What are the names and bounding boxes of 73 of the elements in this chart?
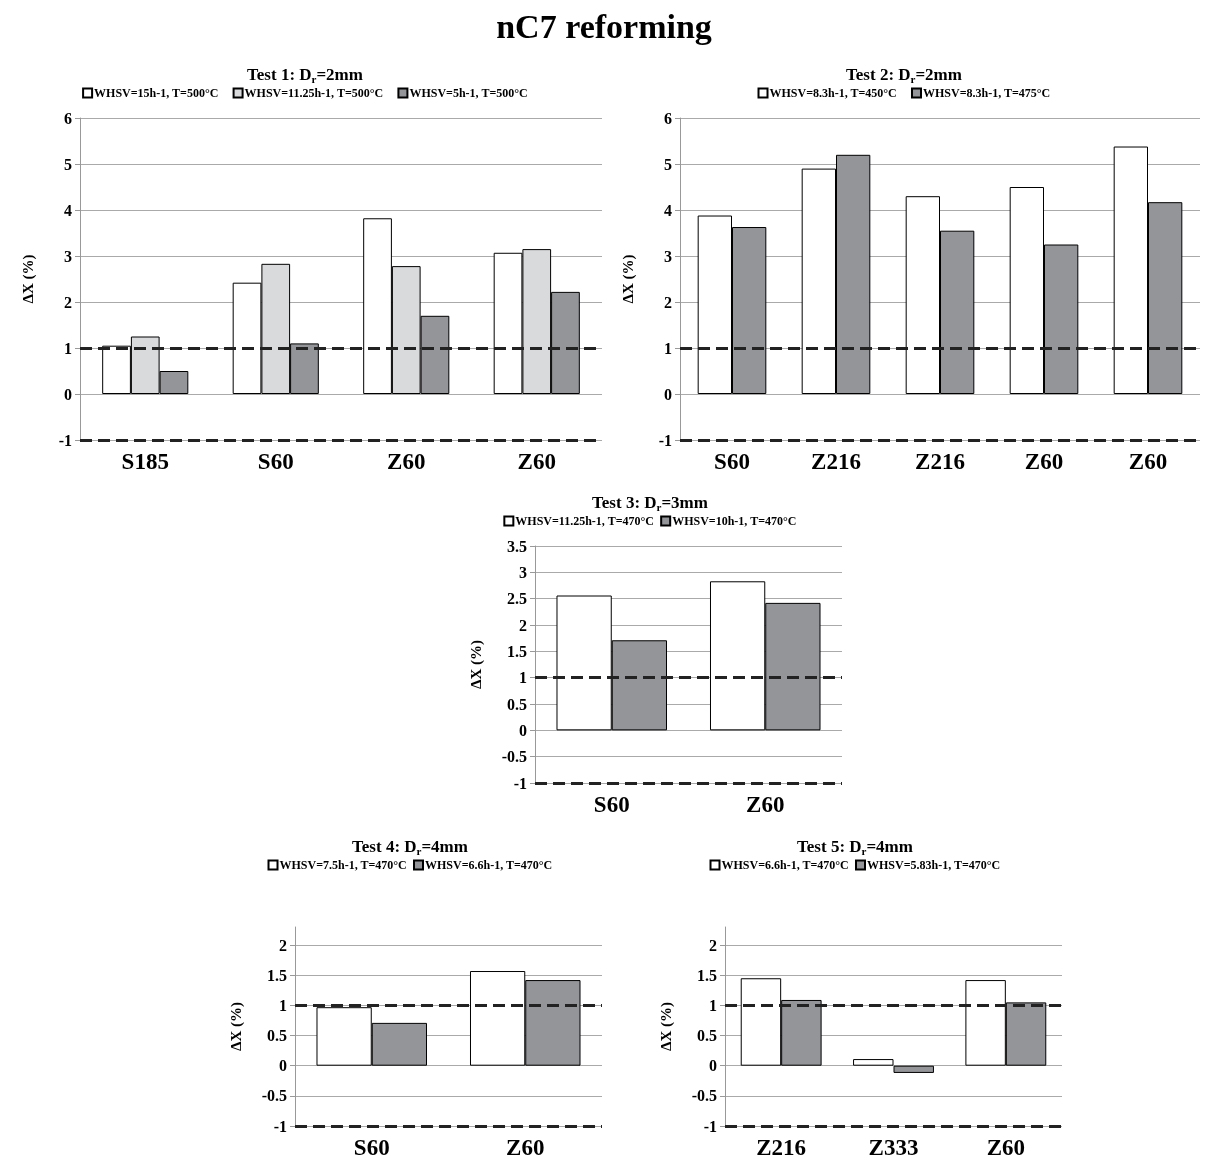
y-tick-label: -0.5 bbox=[501, 748, 527, 766]
y-axis-title: ΔX (%) bbox=[619, 254, 637, 304]
y-tick-label: 0 bbox=[64, 385, 72, 403]
y-tick-label: 6 bbox=[64, 109, 72, 127]
x-tick-label: Z216 bbox=[915, 449, 965, 474]
legend-label: WHSV=8.3h-1, T=450°C bbox=[769, 86, 897, 100]
y-tick-label: -0.5 bbox=[691, 1087, 717, 1105]
legend-label: WHSV=5.83h-1, T=470°C bbox=[867, 858, 1001, 872]
x-tick-label: Z216 bbox=[756, 1135, 807, 1160]
y-tick-label: 0 bbox=[519, 721, 527, 739]
legend-label: WHSV=15h-1, T=500°C bbox=[94, 86, 219, 100]
x-tick-label: S185 bbox=[121, 449, 169, 474]
x-tick-label: Z216 bbox=[811, 449, 861, 474]
y-tick-label: 4 bbox=[64, 201, 72, 219]
x-tick-label: Z60 bbox=[1024, 449, 1064, 474]
legend-label: WHSV=8.3h-1, T=475°C bbox=[923, 86, 1051, 100]
y-tick-label: 2 bbox=[279, 936, 287, 954]
y-tick-label: 1.5 bbox=[507, 642, 527, 660]
y-tick-label: 3.5 bbox=[507, 537, 527, 555]
y-tick-label: 2 bbox=[709, 936, 717, 954]
y-tick-label: 6 bbox=[664, 109, 672, 127]
y-tick-label: 1.5 bbox=[697, 966, 717, 984]
y-tick-label: 2.5 bbox=[507, 590, 527, 608]
y-tick-label: 1 bbox=[519, 669, 527, 687]
legend-label: WHSV=5h-1, T=500°C bbox=[409, 86, 528, 100]
y-tick-label: -1 bbox=[58, 431, 72, 449]
y-tick-label: 1.5 bbox=[267, 966, 287, 984]
y-tick-label: -1 bbox=[703, 1117, 717, 1135]
x-tick-label: Z333 bbox=[868, 1135, 919, 1160]
y-tick-label: 1 bbox=[664, 339, 672, 357]
y-axis-title: ΔX (%) bbox=[19, 254, 37, 304]
x-tick-label: Z60 bbox=[986, 1135, 1026, 1160]
y-tick-label: -1 bbox=[513, 774, 527, 792]
y-tick-label: -1 bbox=[658, 431, 672, 449]
y-tick-label: 4 bbox=[664, 201, 672, 219]
legend-label: WHSV=10h-1, T=470°C bbox=[672, 514, 797, 528]
y-tick-label: 2 bbox=[519, 616, 527, 634]
text: nC7 reforming bbox=[495, 8, 713, 46]
y-tick-label: 3 bbox=[64, 247, 72, 265]
y-tick-label: -1 bbox=[273, 1117, 287, 1135]
legend-label: WHSV=11.25h-1, T=470°C bbox=[515, 514, 654, 528]
legend-label: WHSV=11.25h-1, T=500°C bbox=[244, 86, 384, 100]
y-axis-title: ΔX (%) bbox=[657, 1002, 675, 1051]
x-tick-label: S60 bbox=[353, 1135, 390, 1160]
y-axis-title: ΔX (%) bbox=[467, 640, 485, 689]
y-tick-label: 2 bbox=[664, 293, 672, 311]
x-tick-label: S60 bbox=[257, 449, 294, 474]
x-tick-label: Z60 bbox=[1128, 449, 1168, 474]
y-tick-label: 1 bbox=[64, 339, 72, 357]
y-tick-label: 1 bbox=[709, 996, 717, 1014]
legend-label: WHSV=6.6h-1, T=470°C bbox=[425, 858, 553, 872]
legend-label: WHSV=7.5h-1, T=470°C bbox=[279, 858, 407, 872]
y-tick-label: -0.5 bbox=[261, 1087, 287, 1105]
y-tick-label: 3 bbox=[664, 247, 672, 265]
legend-label: WHSV=6.6h-1, T=470°C bbox=[721, 858, 849, 872]
x-tick-label: S60 bbox=[714, 449, 750, 474]
x-tick-label: Z60 bbox=[746, 792, 785, 817]
y-tick-label: 1 bbox=[279, 996, 287, 1014]
x-tick-label: Z60 bbox=[517, 449, 556, 474]
y-tick-label: 0 bbox=[664, 385, 672, 403]
y-tick-label: 3 bbox=[519, 563, 527, 581]
y-tick-label: 2 bbox=[64, 293, 72, 311]
y-tick-label: 0.5 bbox=[697, 1027, 717, 1045]
y-tick-label: 5 bbox=[664, 155, 672, 173]
x-tick-label: Z60 bbox=[506, 1135, 545, 1160]
y-tick-label: 0.5 bbox=[507, 695, 527, 713]
y-axis-title: ΔX (%) bbox=[227, 1002, 245, 1051]
x-tick-label: S60 bbox=[593, 792, 630, 817]
y-tick-label: 5 bbox=[64, 155, 72, 173]
y-tick-label: 0.5 bbox=[267, 1027, 287, 1045]
y-tick-label: 0 bbox=[279, 1057, 287, 1075]
y-tick-label: 0 bbox=[709, 1057, 717, 1075]
x-tick-label: Z60 bbox=[387, 449, 426, 474]
